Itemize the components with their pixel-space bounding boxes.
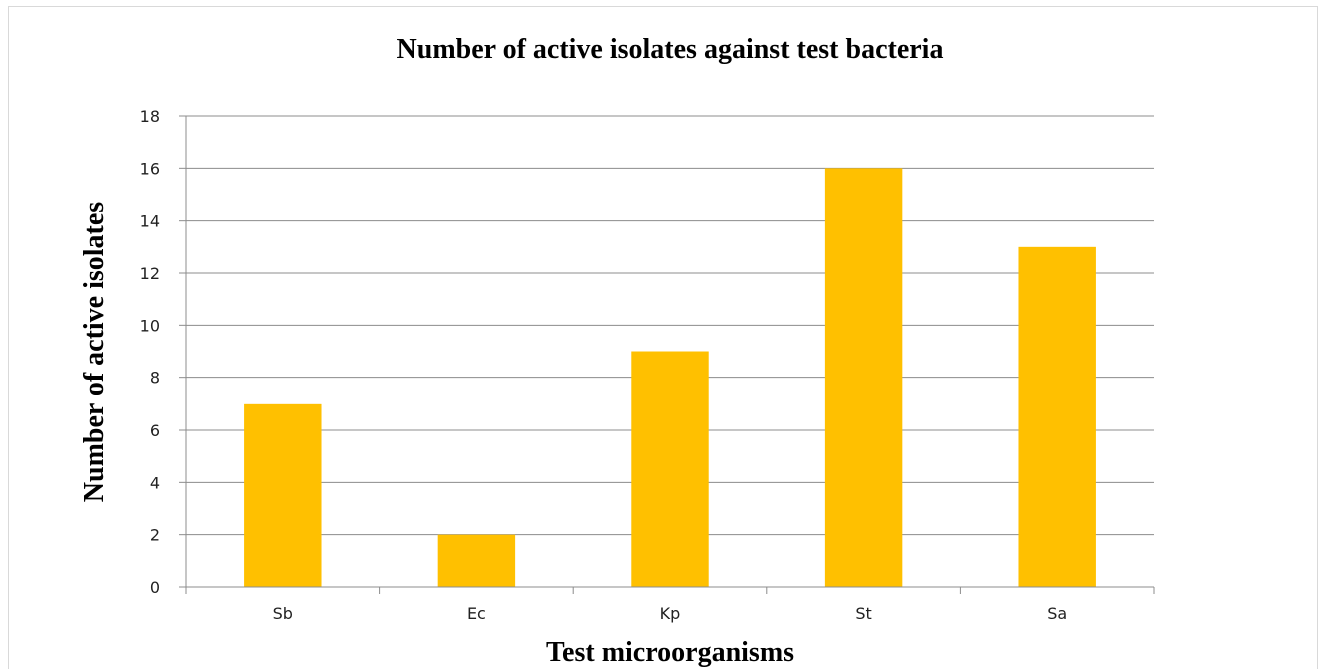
y-axis-title: Number of active isolates <box>79 202 110 503</box>
y-tick-label: 12 <box>140 264 160 283</box>
x-tick-label: St <box>855 604 871 623</box>
y-tick-label: 2 <box>150 526 160 545</box>
y-tick-label: 4 <box>150 473 160 492</box>
bars <box>244 168 1096 588</box>
x-tick-label: Sa <box>1047 604 1067 623</box>
y-tick-label: 6 <box>150 421 160 440</box>
y-tick-labels: 0 2 4 6 8 10 12 14 16 18 <box>140 107 160 597</box>
bar-sb <box>244 403 322 587</box>
x-tick-label: Kp <box>660 604 681 623</box>
x-tick-label: Sb <box>273 604 293 623</box>
bar-ec <box>437 534 516 587</box>
x-axis-title: Test microorganisms <box>546 637 794 668</box>
y-tick-label: 18 <box>140 107 160 126</box>
axes <box>185 116 1155 594</box>
x-tick-labels: Sb Ec Kp St Sa <box>273 604 1068 623</box>
x-tick-label: Ec <box>467 604 486 623</box>
bar-st <box>824 168 903 588</box>
y-tick-label: 16 <box>140 159 160 178</box>
y-tick-label: 14 <box>140 212 160 231</box>
chart-title: Number of active isolates against test b… <box>397 34 944 65</box>
bar-kp <box>631 351 709 587</box>
y-tick-label: 0 <box>150 578 160 597</box>
bar-sa <box>1018 246 1096 588</box>
y-tick-label: 8 <box>150 369 160 388</box>
y-tick-label: 10 <box>140 316 160 335</box>
